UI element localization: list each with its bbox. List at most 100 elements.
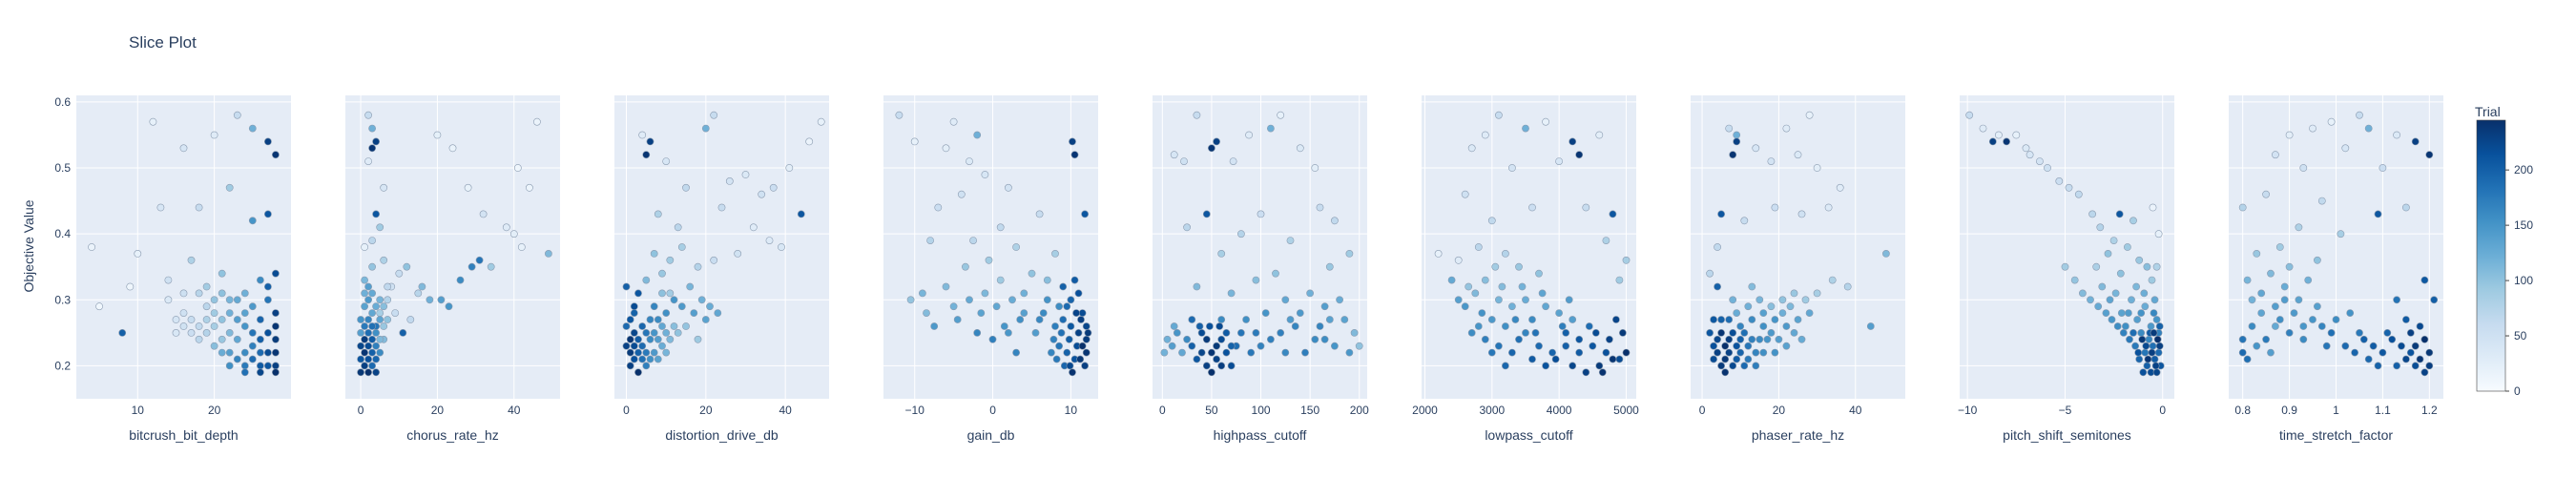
scatter-point (1733, 131, 1741, 139)
scatter-point (1591, 328, 1600, 337)
scatter-point (2285, 262, 2294, 271)
scatter-point (376, 296, 384, 304)
y-tick-label: 0.2 (54, 359, 71, 372)
scatter-point (1965, 111, 1974, 119)
scatter-point (642, 362, 651, 370)
x-axis-title: gain_db (967, 427, 1015, 443)
scatter-point (1575, 348, 1584, 357)
scatter-point (1706, 328, 1714, 337)
scatter-point (1213, 342, 1220, 350)
scatter-point (502, 223, 510, 232)
scatter-point (1217, 249, 1226, 258)
scatter-point (2309, 316, 2316, 323)
scatter-point (380, 302, 388, 311)
plot-area (1960, 95, 2174, 399)
scatter-point (1502, 249, 1509, 258)
scatter-point (919, 289, 926, 298)
scatter-point (248, 355, 257, 363)
scatter-point (271, 322, 280, 330)
scatter-point (225, 183, 234, 192)
scatter-point (1717, 362, 1725, 370)
scatter-point (977, 309, 986, 317)
scatter-point (2374, 210, 2382, 218)
scatter-point (1763, 335, 1772, 343)
scatter-point (1778, 296, 1787, 304)
scatter-point (957, 190, 966, 198)
scatter-point (126, 282, 135, 291)
scatter-point (1081, 210, 1089, 218)
scatter-point (1286, 316, 1295, 323)
scatter-point (1465, 282, 1473, 291)
scatter-point (361, 289, 368, 298)
scatter-point (650, 328, 658, 337)
scatter-point (233, 335, 241, 343)
scatter-point (1180, 157, 1188, 165)
scatter-point (2153, 335, 2162, 343)
scatter-point (2299, 164, 2308, 172)
scatter-point (179, 144, 188, 153)
scatter-point (1277, 328, 1285, 337)
scatter-point (658, 342, 666, 350)
scatter-point (1051, 249, 1059, 258)
scatter-point (1786, 302, 1795, 311)
scatter-point (2129, 328, 2137, 337)
scatter-point (225, 348, 234, 357)
scatter-point (2243, 355, 2252, 363)
scatter-point (399, 328, 407, 337)
scatter-point (248, 124, 257, 133)
scatter-point (2420, 368, 2429, 377)
subplot-time-stretch-factor: 0.8 0.9 1 1.1 1.2 time_stretch_factor (2229, 95, 2443, 443)
scatter-point (545, 249, 552, 258)
scatter-point (626, 316, 634, 323)
scatter-point (778, 243, 785, 251)
scatter-point (1522, 328, 1529, 337)
scatter-point (1725, 316, 1734, 323)
scatter-point (2070, 276, 2079, 284)
scatter-point (1059, 282, 1068, 291)
scatter-point (2135, 256, 2144, 264)
scatter-point (1217, 335, 1226, 343)
scatter-point (391, 309, 400, 317)
scatter-point (1296, 144, 1304, 153)
scatter-point (677, 243, 686, 251)
x-tick-label: 50 (1205, 404, 1218, 417)
scatter-point (2364, 124, 2373, 133)
scatter-point (1012, 348, 1020, 357)
scatter-point (2150, 296, 2159, 304)
scatter-point (638, 355, 647, 363)
scatter-point (1775, 335, 1783, 343)
scatter-point (240, 289, 249, 298)
scatter-point (467, 262, 476, 271)
scatter-point (973, 328, 982, 337)
plot-area (883, 95, 1098, 399)
scatter-point (1568, 137, 1577, 146)
scatter-point (2257, 289, 2266, 298)
scatter-point (218, 289, 226, 298)
scatter-point (1193, 355, 1201, 363)
scatter-point (666, 256, 675, 264)
scatter-point (626, 335, 634, 343)
x-tick-label: 1.2 (2421, 404, 2438, 417)
scatter-point (650, 348, 658, 357)
scatter-point (2406, 328, 2415, 337)
x-tick-label: 100 (1252, 404, 1271, 417)
scatter-point (1535, 342, 1543, 350)
scatter-point (1012, 243, 1020, 251)
scatter-point (2143, 362, 2151, 370)
scatter-point (1188, 316, 1196, 323)
scatter-point (1548, 348, 1556, 357)
scatter-point (1502, 362, 1509, 370)
x-tick-label: 0 (358, 404, 364, 417)
scatter-point (654, 210, 662, 218)
scatter-point (1170, 151, 1178, 159)
scatter-point (195, 335, 203, 343)
scatter-point (2106, 296, 2114, 304)
scatter-point (1320, 335, 1329, 343)
scatter-point (1771, 316, 1779, 323)
x-tick-label: 40 (779, 404, 792, 417)
scatter-point (248, 342, 257, 350)
scatter-point (1183, 335, 1191, 343)
scatter-point (517, 243, 526, 251)
scatter-point (368, 335, 376, 343)
colorbar-tick-label: 100 (2514, 274, 2533, 287)
